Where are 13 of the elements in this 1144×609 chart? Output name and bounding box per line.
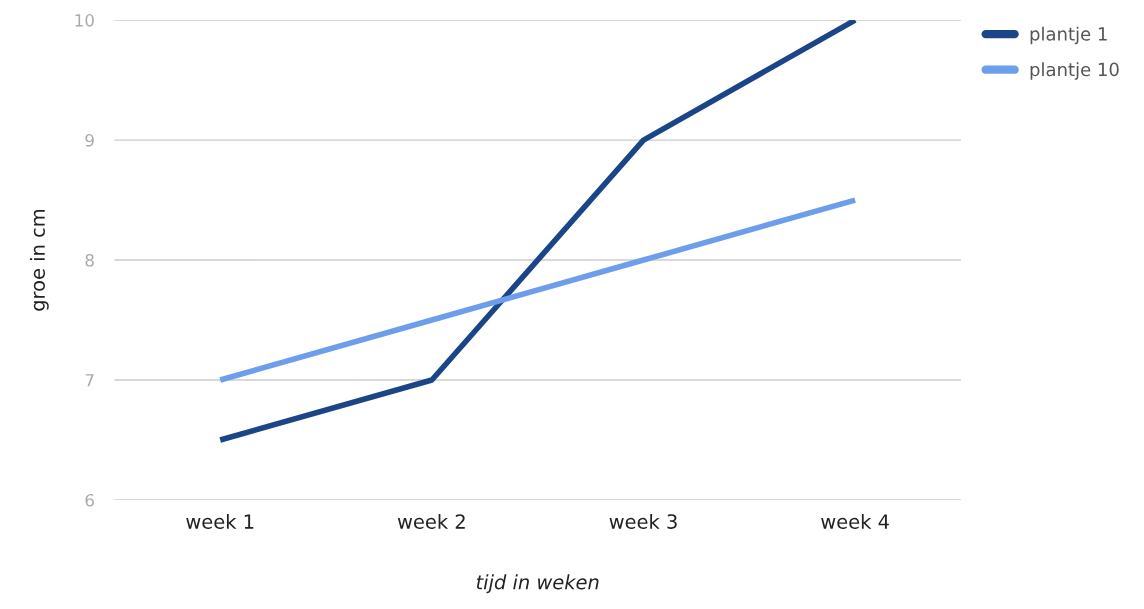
x-axis-title: tijd in weken xyxy=(476,574,599,594)
x-tick-label: week 2 xyxy=(397,513,465,529)
y-axis-title: groe in cm xyxy=(29,209,49,311)
legend-label: plantje 1 xyxy=(1030,26,1107,45)
y-tick-label: 7 xyxy=(85,374,94,387)
x-tick-label: week 3 xyxy=(609,513,677,529)
legend-label: plantje 10 xyxy=(1030,62,1119,80)
y-tick-label: 10 xyxy=(75,14,94,27)
x-tick-label: week 1 xyxy=(186,513,254,529)
y-tick-label: 6 xyxy=(85,493,94,507)
x-tick-label: week 4 xyxy=(821,513,889,529)
y-tick-label: 8 xyxy=(85,254,94,267)
y-tick-label: 9 xyxy=(85,134,94,147)
